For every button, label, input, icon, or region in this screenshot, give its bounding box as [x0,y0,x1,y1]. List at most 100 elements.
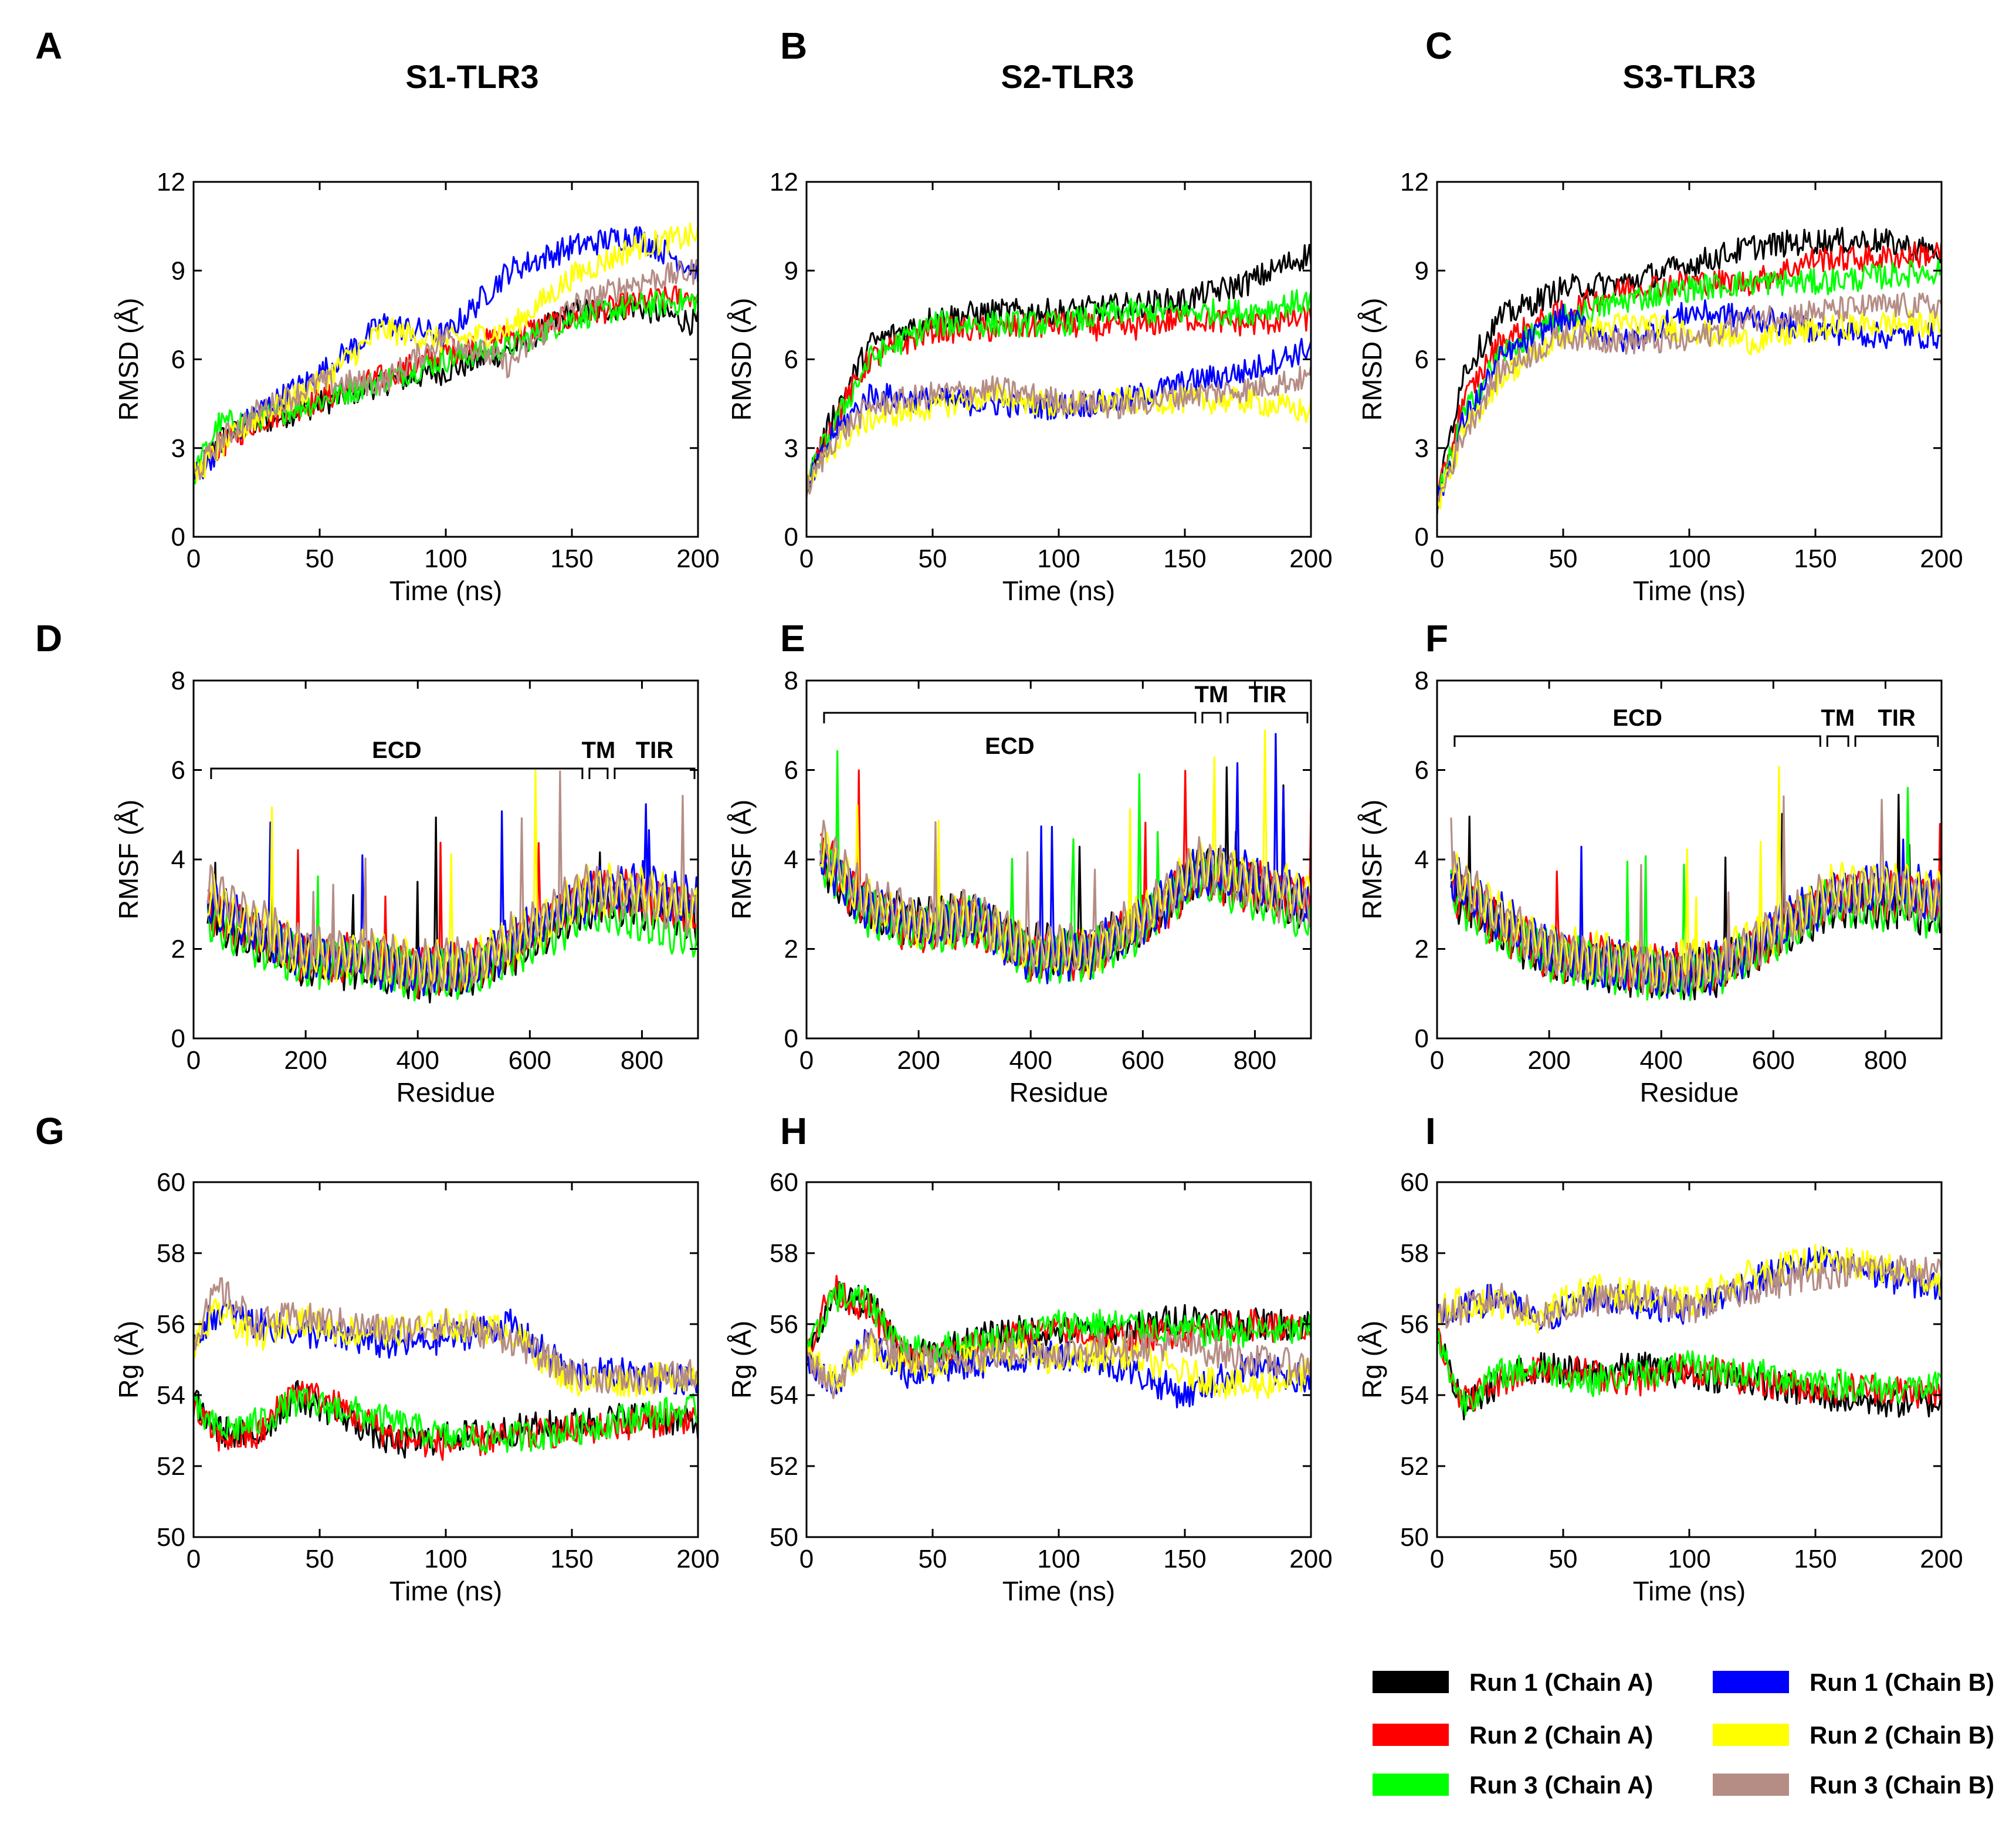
series-line-3 [807,1282,1311,1367]
domain-bracket [1453,735,1821,747]
y-tick-label: 6 [1415,756,1429,785]
legend-label: Run 2 (Chain B) [1810,1721,1994,1749]
domain-label: ECD [372,737,421,763]
y-tick-label: 8 [171,666,185,695]
y-tick-label: 6 [784,346,798,374]
series-line-6 [1450,795,1942,996]
series-group [206,769,698,1004]
x-tick-label: 200 [1920,544,1963,573]
series-group [807,1275,1311,1409]
x-axis-label: Residue [1009,1077,1109,1108]
x-tick-label: 600 [1121,1046,1164,1075]
panel-letter: F [1425,617,1448,659]
x-tick-label: 50 [919,1545,947,1573]
x-tick-label: 0 [187,1545,201,1573]
x-axis-label: Time (ns) [1002,1576,1116,1606]
series-group [1450,766,1942,1001]
y-tick-label: 58 [770,1239,798,1268]
domain-bracket [588,767,609,779]
domain-bracket [1201,712,1222,723]
y-tick-label: 6 [1415,346,1429,374]
series-line-3 [194,1387,698,1453]
panel-E: E 0 200 400 600 800 0 2 4 6 8 Residue RMSF (Å) ECD TM T… [726,617,1312,1108]
y-tick-label: 60 [1400,1168,1429,1197]
x-tick-label: 200 [676,1545,719,1573]
x-tick-label: 50 [306,1545,334,1573]
x-tick-label: 800 [1234,1046,1276,1075]
y-tick-label: 4 [1415,845,1429,874]
y-tick-label: 56 [770,1310,798,1339]
y-tick-label: 0 [784,523,798,551]
x-tick-label: 150 [550,544,593,573]
x-axis-label: Residue [397,1077,496,1108]
y-axis-label: RMSF (Å) [113,800,144,919]
y-tick-label: 6 [171,346,185,374]
y-tick-label: 58 [157,1239,185,1268]
legend-swatch [1373,1774,1449,1796]
y-tick-label: 12 [770,168,798,197]
series-group [807,243,1311,499]
y-tick-label: 3 [1415,434,1429,463]
domain-label: TIR [1878,705,1916,731]
y-axis-label: RMSD (Å) [1357,298,1387,421]
series-line-3 [194,288,698,485]
y-tick-label: 9 [1415,256,1429,285]
x-tick-label: 0 [799,1046,814,1075]
y-tick-label: 52 [770,1452,798,1481]
series-line-2 [194,1380,698,1461]
panel-letter: G [35,1110,65,1152]
legend-label: Run 1 (Chain A) [1469,1668,1653,1696]
y-tick-label: 8 [1415,666,1429,695]
x-tick-label: 150 [1163,544,1206,573]
panel-letter: B [780,25,807,67]
domain-bracket [1826,735,1849,747]
y-tick-label: 9 [171,256,185,285]
x-tick-label: 800 [621,1046,663,1075]
column-title: S3-TLR3 [1622,58,1756,95]
y-tick-label: 52 [1400,1452,1429,1481]
x-tick-label: 200 [1289,1545,1332,1573]
panel-letter: H [780,1110,807,1152]
legend-swatch [1373,1671,1449,1693]
x-tick-label: 150 [550,1545,593,1573]
series-line-6 [819,820,1311,974]
domain-bracket [1854,735,1939,747]
x-axis-label: Residue [1640,1077,1739,1108]
panel-letter: D [35,617,62,659]
y-tick-label: 50 [770,1523,798,1552]
y-tick-label: 0 [1415,523,1429,551]
x-tick-label: 150 [1794,1545,1837,1573]
y-axis-label: Rg (Å) [1357,1321,1387,1399]
y-tick-label: 2 [171,935,185,964]
x-tick-label: 0 [799,544,814,573]
legend-swatch [1373,1724,1449,1746]
y-tick-label: 60 [157,1168,185,1197]
y-axis-label: Rg (Å) [726,1321,757,1399]
x-tick-label: 50 [1549,1545,1578,1573]
y-tick-label: 52 [157,1452,185,1481]
x-tick-label: 0 [187,544,201,573]
y-axis-label: Rg (Å) [113,1321,144,1399]
series-line-6 [807,1328,1311,1399]
series-line-3 [807,289,1311,490]
series-line-6 [194,1277,698,1395]
series-group [194,222,698,485]
series-line-5 [1450,766,1942,994]
y-tick-label: 12 [157,168,185,197]
series-group [194,1277,698,1461]
panel-B: B 0 50 100 150 200 0 3 6 9 12 Time (ns) RMSD (Å) [726,25,1333,606]
x-tick-label: 50 [1549,544,1578,573]
series-line-6 [194,259,698,480]
x-axis-label: Time (ns) [389,576,503,606]
legend-swatch [1713,1774,1789,1796]
y-tick-label: 12 [1400,168,1429,197]
x-axis-label: Time (ns) [1633,576,1746,606]
column-title: S1-TLR3 [405,58,538,95]
x-tick-label: 50 [919,544,947,573]
series-line-6 [206,770,698,994]
x-tick-label: 150 [1794,544,1837,573]
series-line-6 [1437,1255,1942,1329]
